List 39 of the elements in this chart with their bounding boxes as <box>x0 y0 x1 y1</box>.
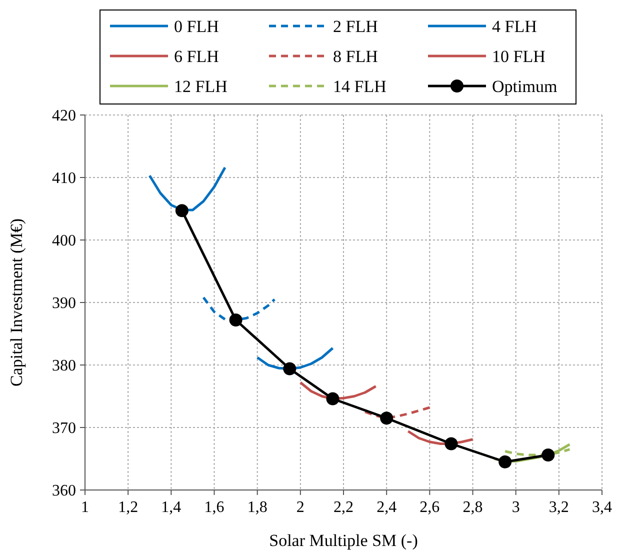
x-tick-label: 2 <box>296 499 304 516</box>
x-tick-label: 1,2 <box>118 499 138 516</box>
y-tick-label: 410 <box>52 170 76 188</box>
point <box>283 362 296 376</box>
point <box>229 314 242 326</box>
x-tick-label: 3,4 <box>592 499 612 516</box>
legend-label: Optimum <box>492 76 558 96</box>
point <box>444 437 458 450</box>
x-axis-title: Solar Multiple SM (-) <box>269 531 418 550</box>
point <box>326 392 340 406</box>
y-axis-title: Capital Investment (M€) <box>7 218 26 387</box>
y-tick-label: 360 <box>52 482 76 500</box>
y-tick-label: 390 <box>52 295 76 312</box>
legend-label: 6 FLH <box>174 46 219 66</box>
x-tick-label: 2,8 <box>462 499 483 516</box>
point <box>175 204 188 218</box>
x-tick-label: 2,2 <box>334 499 354 516</box>
point <box>498 455 512 468</box>
x-tick-label: 2,6 <box>420 499 440 516</box>
legend-label: 12 FLH <box>174 76 228 96</box>
legend-label: 0 FLH <box>174 16 219 36</box>
point <box>542 448 555 462</box>
x-tick-label: 1,4 <box>161 499 182 516</box>
x-tick-label: 1 <box>81 499 89 516</box>
point <box>380 412 394 425</box>
x-tick-label: 2,4 <box>376 499 397 516</box>
legend-label: 2 FLH <box>333 16 378 36</box>
x-tick-label: 1,8 <box>247 499 268 516</box>
y-tick-label: 400 <box>52 232 76 250</box>
x-tick-label: 3,2 <box>548 499 569 516</box>
legend-label: 4 FLH <box>492 16 537 36</box>
legend-label: 10 FLH <box>492 46 546 66</box>
y-tick-label: 420 <box>52 108 76 125</box>
x-tick-label: 1,6 <box>204 499 224 516</box>
legend-label: 8 FLH <box>333 46 378 66</box>
x-tick-label: 3 <box>512 499 520 516</box>
y-tick-label: 380 <box>52 358 76 375</box>
legend-label: 14 FLH <box>333 76 386 96</box>
y-tick-label: 370 <box>52 420 76 438</box>
